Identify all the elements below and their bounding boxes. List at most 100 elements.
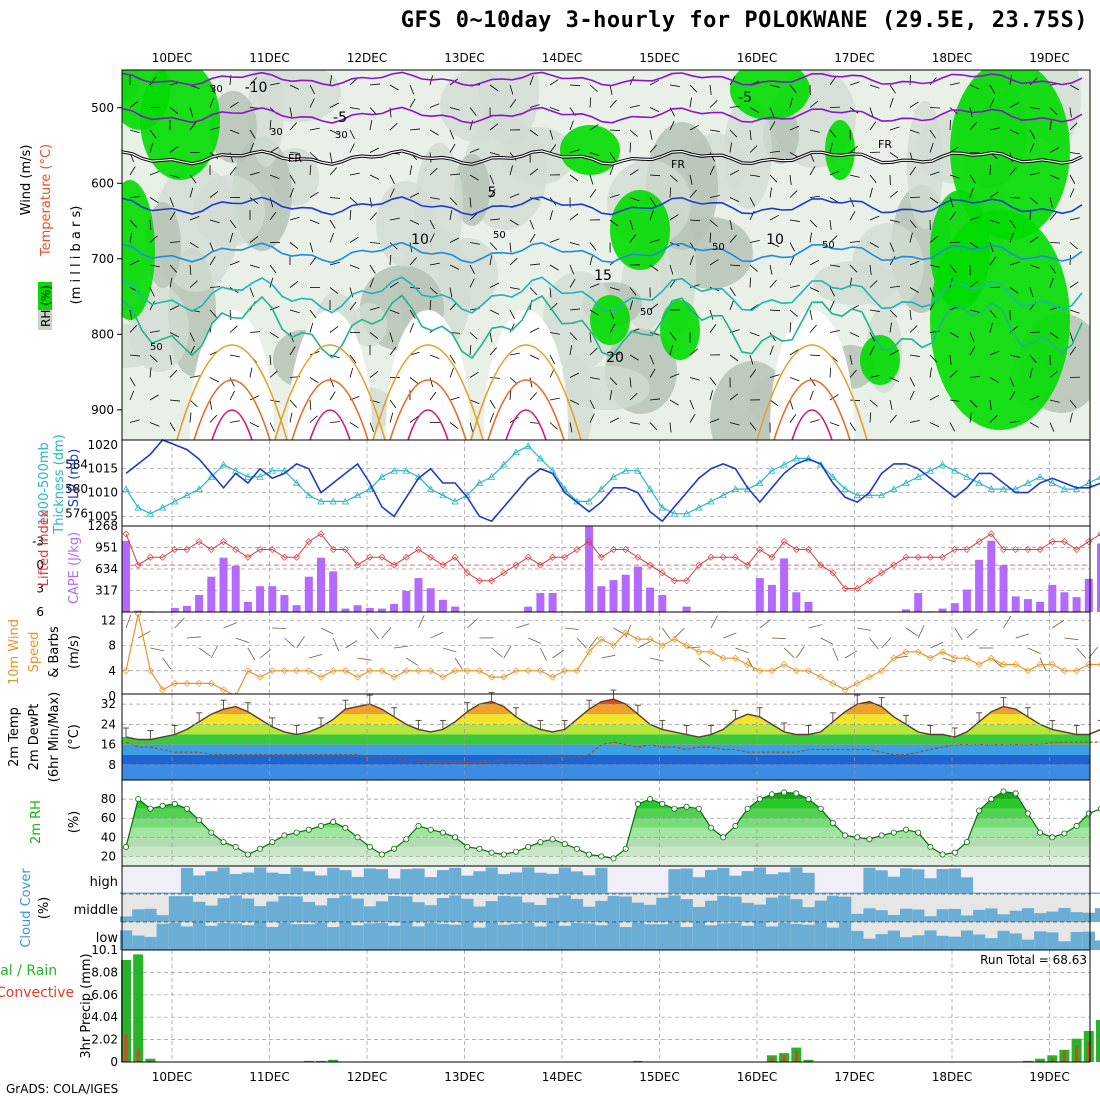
slp-tick-label: 1020 xyxy=(87,438,118,452)
slp-ylabel-c: SLP (mb) xyxy=(67,449,82,508)
cloud-middle-bar xyxy=(948,908,961,922)
wind10-barb xyxy=(1076,647,1087,659)
upper-wind-barb xyxy=(849,399,861,402)
upper-wind-barb xyxy=(529,287,538,296)
cloud-middle-bar xyxy=(217,898,230,922)
upper-wind-barb xyxy=(549,129,554,140)
upper-wind-barb xyxy=(489,282,500,288)
wind10-barb xyxy=(125,614,132,629)
upper-wind-barb xyxy=(1009,287,1019,294)
upper-wind-barb xyxy=(269,306,280,311)
upper-wind-barb xyxy=(769,242,780,248)
top-day-labels: 10DEC 11DEC 12DEC 13DEC 14DEC 15DEC 16DEC 17DEC… xyxy=(152,51,1070,65)
bottom-day-label: 15DEC xyxy=(639,1070,679,1084)
li-marker xyxy=(963,545,971,553)
upper-wind-barb xyxy=(329,129,340,135)
cape-bar xyxy=(207,576,216,612)
upper-wind-barb xyxy=(389,84,399,91)
upper-wind-barb xyxy=(969,242,979,249)
upper-wind-barb xyxy=(589,413,595,423)
upper-wind-barb xyxy=(889,84,896,94)
upper-wind-barb xyxy=(669,264,674,275)
li-marker xyxy=(354,561,362,569)
cloud-middle-bar xyxy=(631,902,645,922)
rh-dry-dome xyxy=(288,310,372,440)
upper-wind-barb xyxy=(149,197,159,204)
cloud-high-bar xyxy=(132,892,145,894)
thickness-marker xyxy=(317,497,325,505)
cape-bar xyxy=(1048,584,1057,612)
thickness-marker xyxy=(707,497,715,505)
upper-wind-barb xyxy=(409,257,417,266)
upper-wind-barb xyxy=(229,232,234,243)
upper-wind-barb xyxy=(529,263,540,266)
upper-wind-barb xyxy=(489,255,493,266)
upper-wind-barb xyxy=(169,146,179,153)
rh2m-marker xyxy=(1085,810,1092,817)
cloud-low-bar xyxy=(132,935,145,950)
cape-bar xyxy=(633,566,642,612)
cloud-high-bar xyxy=(363,868,376,894)
precip-total-bar xyxy=(303,1060,314,1062)
cloud-high-bar xyxy=(1058,892,1071,894)
upper-wind-barb xyxy=(849,145,859,153)
cloud-high-bar xyxy=(912,869,925,894)
top-day-label: 16DEC xyxy=(737,51,777,65)
rh-mask xyxy=(122,780,1100,859)
upper-wind-barb xyxy=(229,377,235,387)
upper-wind-barb xyxy=(869,332,876,342)
precip-ylabel-a: Total / Rain xyxy=(0,963,57,979)
upper-wind-barb xyxy=(329,287,339,294)
upper-wind-barb xyxy=(509,287,520,290)
upper-wind-barb xyxy=(729,219,733,230)
upper-wind-barb xyxy=(969,152,981,154)
li-marker xyxy=(280,553,288,561)
rh2m-marker xyxy=(1012,790,1019,797)
upper-wind-barb xyxy=(869,309,880,312)
upper-wind-barb xyxy=(949,264,957,274)
upper-wind-barb xyxy=(609,152,616,162)
thickness-marker xyxy=(597,485,605,493)
wind10-marker xyxy=(256,673,264,681)
upper-wind-barb xyxy=(589,347,598,356)
wind10-tick-label: 0 xyxy=(108,689,116,703)
upper-wind-barb xyxy=(509,242,512,253)
upper-wind-barb xyxy=(569,345,573,356)
cloud-middle-bar xyxy=(180,896,194,922)
wind10-tick-label: 8 xyxy=(108,639,116,653)
wind10-marker xyxy=(293,667,301,675)
upper-wind-barb xyxy=(969,174,976,184)
upper-wind-barb xyxy=(789,174,792,185)
cloud-middle-bar xyxy=(241,898,255,922)
upper-isotherms xyxy=(122,71,1083,440)
upper-wind-barb xyxy=(209,126,220,131)
wind10-barb xyxy=(345,640,358,649)
rh-contour-label: 30 xyxy=(335,130,348,141)
precip-ylabel-b: Convective xyxy=(0,985,74,1001)
upper-wind-barb xyxy=(269,197,274,208)
thickness-marker xyxy=(146,509,155,517)
wind10-barb xyxy=(369,627,380,639)
upper-wind-barb xyxy=(1069,188,1075,198)
upper-wind-barb xyxy=(289,107,293,118)
upper-wind-barb xyxy=(709,219,718,227)
top-day-label: 11DEC xyxy=(249,51,289,65)
upper-wind-barb xyxy=(229,309,232,320)
cloud-high-bar xyxy=(485,867,498,894)
cloud-high-bar xyxy=(534,872,547,894)
wind10-barb xyxy=(162,657,172,670)
upper-wind-barb xyxy=(429,219,435,230)
cloud-low-bar xyxy=(631,922,645,950)
precip-bars xyxy=(121,954,1100,1062)
upper-wind-barb xyxy=(989,98,995,108)
cape-bar xyxy=(329,571,338,612)
rh2m-marker xyxy=(805,796,812,803)
cloud-high-bar xyxy=(1070,892,1083,894)
wind10-marker xyxy=(1097,661,1100,667)
cloud-low-bar xyxy=(278,922,291,950)
upper-wind-barb xyxy=(409,416,419,423)
cape-bar xyxy=(1084,578,1093,612)
cape-bar xyxy=(962,589,971,612)
upper-wind-barb xyxy=(909,129,920,134)
cloud-low-bar xyxy=(363,923,376,950)
